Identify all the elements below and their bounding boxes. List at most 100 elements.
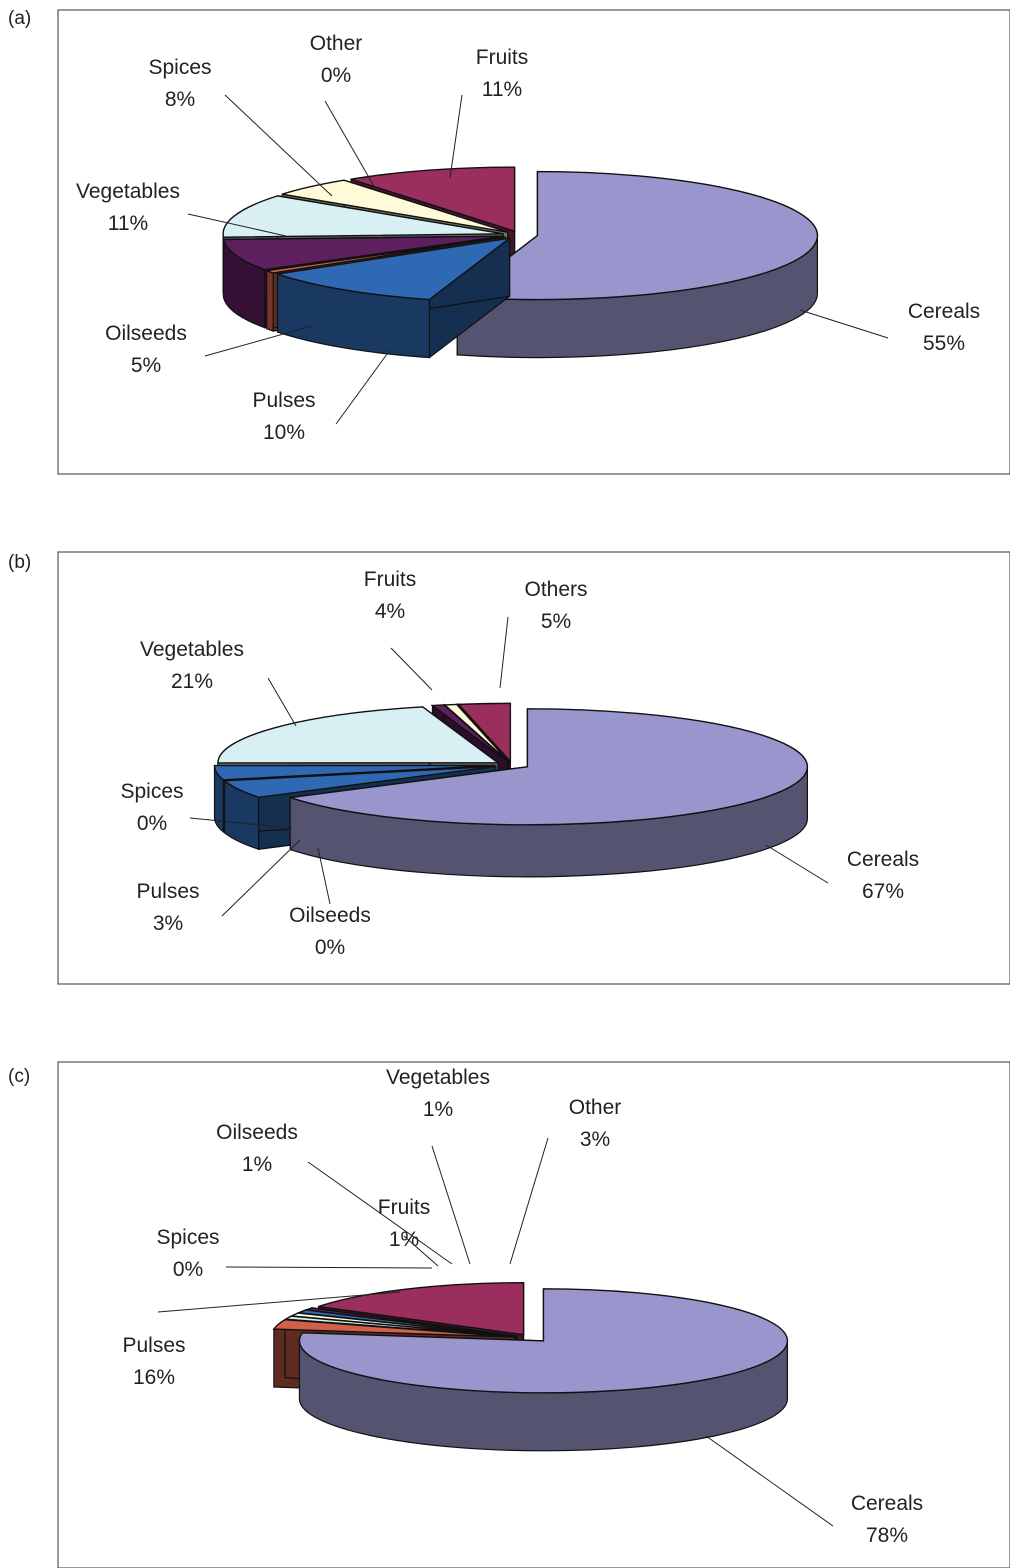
leader-line	[317, 847, 331, 905]
slice-percent: 3%	[580, 1128, 610, 1151]
slice-percent: 11%	[482, 78, 522, 101]
panel-tag-b: (b)	[8, 552, 32, 573]
label-b-fruits: Fruits 4%	[364, 568, 433, 691]
slice-name: Fruits	[476, 46, 529, 69]
leader-line	[449, 94, 463, 179]
leader-line	[403, 1235, 439, 1267]
label-a-spices: Spices 8%	[148, 56, 333, 197]
slice-top	[266, 236, 506, 274]
slice-name: Vegetables	[76, 180, 180, 203]
label-a-oilseeds: Oilseeds 5%	[105, 322, 313, 377]
label-c-cereals: Cereals 78%	[705, 1435, 923, 1547]
slice-percent: 21%	[171, 670, 213, 693]
slice-top	[289, 708, 809, 826]
panel-tag-a: (a)	[8, 8, 32, 29]
leader-line	[431, 1145, 471, 1265]
slice-percent: 55%	[923, 332, 965, 355]
slice-name: Other	[569, 1096, 622, 1119]
leader-line	[499, 616, 509, 689]
label-a-other: Other 0%	[310, 32, 376, 189]
slice-top	[430, 704, 509, 763]
slice-name: Oilseeds	[105, 322, 187, 345]
leader-line	[204, 325, 313, 357]
slice-percent: 16%	[133, 1366, 175, 1389]
slice-name: Fruits	[378, 1196, 431, 1219]
slice-percent: 8%	[165, 88, 195, 111]
slice-top	[455, 170, 819, 301]
slice-top	[222, 235, 504, 271]
leader-line	[267, 677, 297, 727]
slice-top	[318, 1282, 525, 1336]
label-a-fruits: Fruits 11%	[449, 46, 529, 179]
slice-percent: 1%	[242, 1153, 272, 1176]
leader-line	[509, 1137, 549, 1265]
slice-percent: 5%	[131, 354, 161, 377]
slice-name: Cereals	[847, 848, 919, 871]
leader-line	[765, 844, 829, 884]
slice-name: Oilseeds	[289, 904, 371, 927]
chart-frame-a	[57, 9, 1010, 475]
slice-top	[213, 764, 495, 781]
leader-line	[221, 839, 301, 917]
slice-name: Fruits	[364, 568, 417, 591]
leader-line	[324, 100, 376, 189]
slice-top	[298, 1288, 789, 1394]
slice-percent: 0%	[321, 64, 351, 87]
chart-frame-c	[57, 1061, 1010, 1568]
label-c-pulses: Pulses 16%	[122, 1291, 401, 1389]
slice-percent: 67%	[862, 880, 904, 903]
chart-frame-b	[57, 551, 1010, 985]
label-b-cereals: Cereals 67%	[765, 844, 919, 903]
leader-line	[157, 1291, 401, 1313]
leader-line	[390, 647, 433, 691]
slice-top	[222, 195, 504, 238]
slice-percent: 10%	[263, 421, 305, 444]
slice-percent: 3%	[153, 912, 183, 935]
slice-top	[222, 765, 496, 798]
slice-top	[281, 179, 508, 233]
label-a-pulses: Pulses 10%	[252, 349, 391, 444]
leader-line	[189, 817, 293, 829]
slice-name: Pulses	[136, 880, 199, 903]
slice-top	[350, 166, 516, 233]
label-a-vegetables: Vegetables 11%	[76, 180, 287, 237]
label-a-cereals: Cereals 55%	[799, 300, 980, 355]
label-b-spices: Spices 0%	[120, 780, 293, 835]
slice-top	[277, 237, 511, 301]
slice-percent: 4%	[375, 600, 405, 623]
slice-name: Others	[524, 578, 587, 601]
label-b-vegetables: Vegetables 21%	[140, 638, 297, 727]
slice-a-cereals	[455, 170, 819, 359]
slice-percent: 11%	[108, 212, 148, 235]
label-c-vegetables: Vegetables 1%	[386, 1066, 490, 1265]
label-b-oilseeds: Oilseeds 0%	[289, 847, 371, 959]
label-b-pulses: Pulses 3%	[136, 839, 301, 935]
slice-name: Spices	[156, 1226, 219, 1249]
label-c-spices: Spices 0%	[156, 1226, 433, 1281]
leader-line	[225, 1266, 433, 1269]
slice-percent: 0%	[315, 936, 345, 959]
slice-a-fruits	[276, 237, 511, 359]
label-b-others: Others 5%	[499, 578, 588, 689]
slice-name: Oilseeds	[216, 1121, 298, 1144]
leader-line	[224, 94, 333, 197]
slice-b-cereals	[289, 708, 809, 878]
leader-line	[307, 1161, 453, 1265]
slice-name: Pulses	[122, 1334, 185, 1357]
leader-line	[705, 1435, 834, 1527]
slice-c-cereals	[298, 1288, 789, 1452]
slice-percent: 1%	[389, 1228, 419, 1251]
leader-line	[335, 349, 391, 425]
slice-name: Spices	[148, 56, 211, 79]
slice-percent: 5%	[541, 610, 571, 633]
slice-side	[266, 269, 274, 332]
slice-top	[272, 1318, 515, 1338]
slice-name: Vegetables	[140, 638, 244, 661]
slice-name: Pulses	[252, 389, 315, 412]
slice-top	[457, 702, 512, 764]
slice-name: Cereals	[851, 1492, 923, 1515]
label-c-fruits: Fruits 1%	[378, 1196, 439, 1267]
label-c-other: Other 3%	[509, 1096, 622, 1265]
leader-line	[187, 213, 287, 237]
